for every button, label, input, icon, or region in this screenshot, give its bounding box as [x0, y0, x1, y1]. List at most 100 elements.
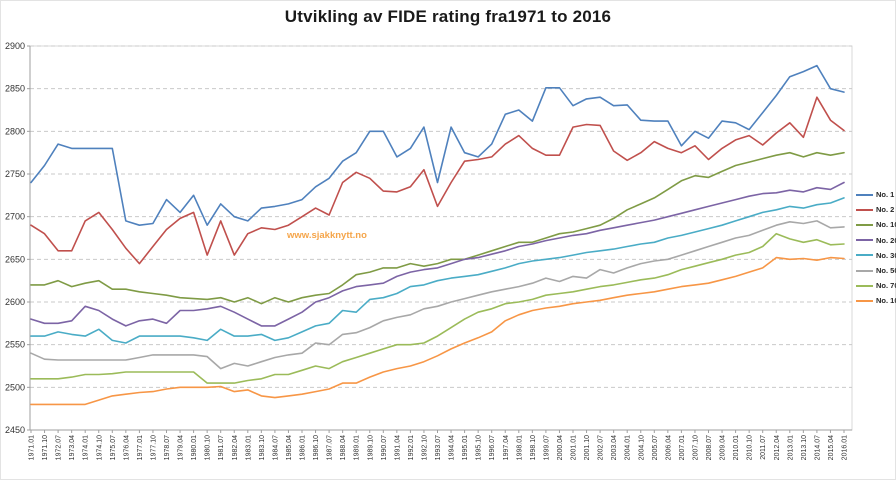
x-tick-label: 1995.10	[476, 435, 483, 460]
legend-line-swatch	[856, 299, 873, 302]
x-tick-label: 1975.07	[110, 435, 117, 460]
x-tick-label: 1997.04	[503, 435, 510, 460]
y-tick-label: 2600	[5, 297, 25, 307]
legend-item-no-20: No. 20	[856, 233, 896, 248]
chart-title: Utvikling av FIDE rating fra1971 to 2016	[284, 7, 612, 26]
x-tick-label: 2007.10	[692, 435, 699, 460]
y-tick-label: 2650	[5, 254, 25, 264]
series-line-no-70	[30, 232, 845, 384]
x-tick-label: 1991.04	[394, 435, 401, 460]
legend-item-no-70: No. 70	[856, 278, 896, 293]
x-tick-label: 1979.04	[178, 435, 185, 460]
x-tick-label: 1992.01	[408, 435, 415, 460]
legend-label: No. 2	[876, 205, 895, 215]
x-tick-label: 2001.01	[571, 435, 578, 460]
x-tick-label: 1989.10	[367, 435, 374, 460]
legend-item-no-30: No. 30	[856, 248, 896, 263]
legend-label: No. 30	[876, 250, 896, 260]
x-tick-label: 1998.01	[516, 435, 523, 460]
x-tick-label: 1998.10	[530, 435, 537, 460]
legend-line-swatch	[856, 239, 873, 242]
legend-item-no-1: No. 1	[856, 187, 896, 202]
x-tick-label: 2015.04	[828, 435, 835, 460]
x-tick-label: 1982.04	[232, 435, 239, 460]
x-tick-label: 1996.07	[489, 435, 496, 460]
x-tick-label: 2016.01	[842, 435, 849, 460]
x-tick-label: 2008.07	[706, 435, 713, 460]
y-tick-label: 2900	[5, 41, 25, 51]
y-tick-label: 2700	[5, 212, 25, 222]
x-tick-label: 2012.04	[774, 435, 781, 460]
chart-legend: No. 1 No. 2 No. 10 No. 20 No. 30 No. 50 No. 70…	[856, 187, 896, 309]
x-tick-label: 2013.01	[787, 435, 794, 460]
x-tick-label: 1987.07	[327, 435, 334, 460]
legend-line-swatch	[856, 193, 873, 196]
y-tick-label: 2450	[5, 425, 25, 435]
x-tick-label: 1983.01	[245, 435, 252, 460]
x-tick-label: 2009.04	[720, 435, 727, 460]
x-tick-label: 1990.07	[381, 435, 388, 460]
x-tick-label: 1980.01	[191, 435, 198, 460]
legend-label: No. 20	[876, 235, 896, 245]
x-tick-label: 2013.10	[801, 435, 808, 460]
x-tick-label: 1992.10	[421, 435, 428, 460]
series-line-no-1	[30, 64, 845, 226]
x-tick-label: 1989.01	[354, 435, 361, 460]
series-line-no-10	[30, 151, 845, 305]
x-tick-label: 1988.04	[340, 435, 347, 460]
legend-item-no-50: No. 50	[856, 263, 896, 278]
x-tick-label: 1986.01	[300, 435, 307, 460]
x-tick-label: 1986.10	[313, 435, 320, 460]
x-tick-label: 1980.10	[205, 435, 212, 460]
y-tick-label: 2500	[5, 382, 25, 392]
legend-item-no-100: No. 100	[856, 293, 896, 308]
x-tick-label: 2004.01	[625, 435, 632, 460]
series-line-no-20	[30, 181, 845, 327]
x-tick-label: 1972.07	[56, 435, 63, 460]
x-tick-label: 1971.01	[29, 435, 36, 460]
legend-label: No. 70	[876, 281, 896, 291]
x-tick-label: 2007.01	[679, 435, 686, 460]
x-tick-label: 2005.07	[652, 435, 659, 460]
legend-line-swatch	[856, 284, 873, 287]
x-tick-label: 2004.10	[638, 435, 645, 460]
x-tick-label: 1995.01	[462, 435, 469, 460]
x-tick-label: 1994.04	[449, 435, 456, 460]
y-tick-label: 2800	[5, 126, 25, 136]
legend-label: No. 1	[876, 190, 895, 200]
legend-line-swatch	[856, 254, 873, 257]
series-line-no-2	[30, 96, 845, 265]
legend-line-swatch	[856, 269, 873, 272]
legend-item-no-2: No. 2	[856, 202, 896, 217]
x-tick-label: 1974.10	[96, 435, 103, 460]
x-tick-label: 2010.01	[733, 435, 740, 460]
x-tick-label: 1981.07	[218, 435, 225, 460]
x-tick-label: 1974.01	[83, 435, 90, 460]
series-line-no-30	[30, 197, 845, 344]
y-tick-label: 2850	[5, 84, 25, 94]
watermark-text: www.sjakknytt.no	[287, 230, 367, 241]
legend-line-swatch	[856, 223, 873, 226]
x-tick-label: 1976.04	[123, 435, 130, 460]
x-tick-label: 2014.07	[814, 435, 821, 460]
x-tick-label: 2010.10	[747, 435, 754, 460]
series-line-no-100	[30, 256, 845, 406]
x-tick-label: 1973.04	[69, 435, 76, 460]
x-tick-label: 2011.07	[760, 435, 767, 460]
legend-label: No. 100	[876, 296, 896, 306]
x-tick-label: 2002.07	[598, 435, 605, 460]
x-tick-label: 2000.04	[557, 435, 564, 460]
series-line-no-50	[30, 220, 845, 370]
legend-label: No. 50	[876, 266, 896, 276]
x-tick-label: 1985.04	[286, 435, 293, 460]
y-tick-label: 2750	[5, 169, 25, 179]
x-tick-label: 1977.10	[150, 435, 157, 460]
y-tick-label: 2550	[5, 340, 25, 350]
x-tick-label: 2003.04	[611, 435, 618, 460]
x-tick-label: 1971.10	[42, 435, 49, 460]
x-tick-label: 1984.07	[272, 435, 279, 460]
legend-line-swatch	[856, 208, 873, 211]
legend-item-no-10: No. 10	[856, 217, 896, 232]
x-tick-label: 1977.01	[137, 435, 144, 460]
x-tick-label: 2006.04	[665, 435, 672, 460]
